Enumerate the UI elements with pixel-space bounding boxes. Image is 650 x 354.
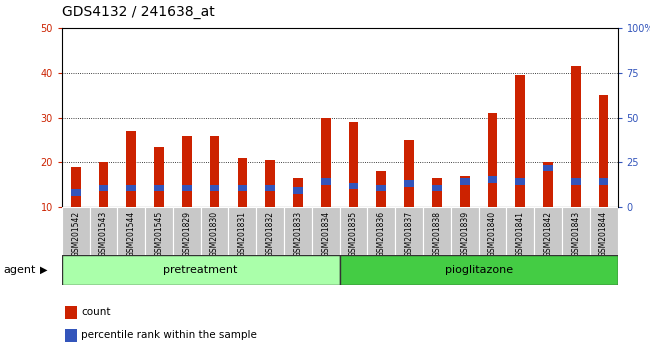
- Bar: [321, 118, 331, 207]
- Bar: [182, 136, 192, 207]
- Bar: [321, 178, 331, 185]
- Text: percentile rank within the sample: percentile rank within the sample: [81, 330, 257, 341]
- Bar: [284, 207, 312, 255]
- Text: GSM201829: GSM201829: [182, 211, 191, 257]
- Text: GSM201542: GSM201542: [71, 211, 80, 257]
- Bar: [265, 160, 275, 207]
- Bar: [376, 171, 386, 207]
- Bar: [543, 162, 553, 207]
- Text: GSM201838: GSM201838: [432, 211, 441, 257]
- Text: GSM201830: GSM201830: [210, 211, 219, 257]
- Bar: [404, 140, 414, 207]
- Bar: [99, 185, 109, 192]
- Text: GSM201844: GSM201844: [599, 211, 608, 257]
- Bar: [256, 207, 284, 255]
- Bar: [64, 306, 77, 319]
- Bar: [99, 162, 109, 207]
- Text: ▶: ▶: [40, 265, 48, 275]
- Bar: [293, 187, 303, 194]
- Text: pioglitazone: pioglitazone: [445, 265, 513, 275]
- Bar: [571, 178, 580, 185]
- Bar: [293, 178, 303, 207]
- Bar: [71, 189, 81, 196]
- Bar: [571, 66, 580, 207]
- Bar: [562, 207, 590, 255]
- Bar: [348, 183, 358, 189]
- Bar: [210, 185, 220, 192]
- Bar: [590, 207, 618, 255]
- Text: count: count: [81, 307, 110, 318]
- Bar: [237, 185, 247, 192]
- Bar: [265, 185, 275, 192]
- Text: GSM201832: GSM201832: [266, 211, 275, 257]
- Bar: [339, 207, 367, 255]
- Text: pretreatment: pretreatment: [164, 265, 238, 275]
- Bar: [339, 255, 618, 285]
- Bar: [534, 207, 562, 255]
- Bar: [376, 185, 386, 192]
- Bar: [182, 185, 192, 192]
- Bar: [367, 207, 395, 255]
- Bar: [117, 207, 145, 255]
- Text: GSM201842: GSM201842: [543, 211, 552, 257]
- Bar: [62, 255, 339, 285]
- Bar: [543, 165, 553, 171]
- Text: GDS4132 / 241638_at: GDS4132 / 241638_at: [62, 5, 214, 19]
- Bar: [506, 207, 534, 255]
- Bar: [173, 207, 201, 255]
- Bar: [71, 167, 81, 207]
- Bar: [395, 207, 423, 255]
- Bar: [229, 207, 256, 255]
- Bar: [126, 185, 136, 192]
- Text: GSM201836: GSM201836: [377, 211, 386, 257]
- Bar: [460, 178, 469, 185]
- Bar: [210, 136, 220, 207]
- Bar: [154, 185, 164, 192]
- Bar: [478, 207, 506, 255]
- Bar: [404, 180, 414, 187]
- Bar: [515, 178, 525, 185]
- Bar: [126, 131, 136, 207]
- Bar: [423, 207, 451, 255]
- Bar: [145, 207, 173, 255]
- Bar: [488, 176, 497, 183]
- Bar: [62, 207, 90, 255]
- Bar: [460, 176, 469, 207]
- Text: GSM201545: GSM201545: [155, 211, 164, 257]
- Bar: [201, 207, 229, 255]
- Text: GSM201839: GSM201839: [460, 211, 469, 257]
- Text: GSM201544: GSM201544: [127, 211, 136, 257]
- Text: GSM201843: GSM201843: [571, 211, 580, 257]
- Text: GSM201833: GSM201833: [293, 211, 302, 257]
- Bar: [154, 147, 164, 207]
- Bar: [432, 185, 442, 192]
- Text: GSM201841: GSM201841: [515, 211, 525, 257]
- Bar: [348, 122, 358, 207]
- Text: agent: agent: [3, 265, 36, 275]
- Bar: [312, 207, 340, 255]
- Text: GSM201840: GSM201840: [488, 211, 497, 257]
- Text: GSM201834: GSM201834: [321, 211, 330, 257]
- Bar: [451, 207, 478, 255]
- Text: GSM201831: GSM201831: [238, 211, 247, 257]
- Bar: [237, 158, 247, 207]
- Bar: [432, 178, 442, 207]
- Bar: [64, 329, 77, 342]
- Text: GSM201837: GSM201837: [404, 211, 413, 257]
- Text: GSM201835: GSM201835: [349, 211, 358, 257]
- Bar: [599, 95, 608, 207]
- Bar: [599, 178, 608, 185]
- Bar: [488, 113, 497, 207]
- Bar: [90, 207, 117, 255]
- Bar: [515, 75, 525, 207]
- Text: GSM201543: GSM201543: [99, 211, 108, 257]
